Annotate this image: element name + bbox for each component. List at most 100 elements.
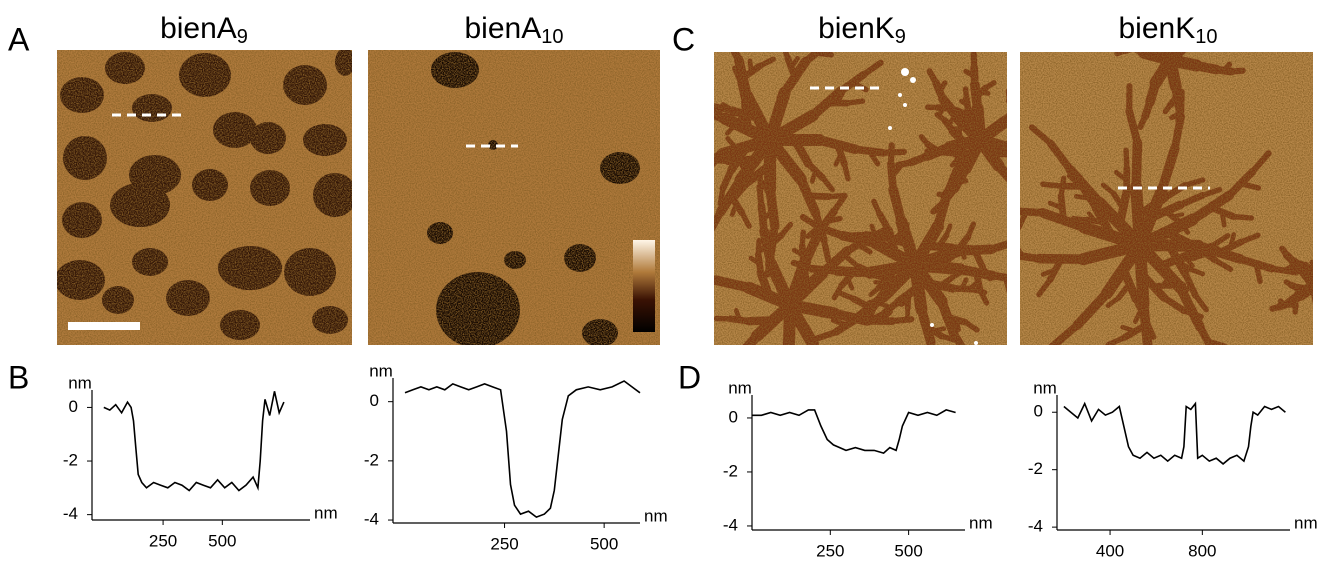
- domain: [1013, 170, 1019, 174]
- domain: [813, 344, 831, 373]
- domain: [698, 174, 708, 180]
- domain: [1008, 91, 1009, 101]
- y-axis-label: nm: [728, 378, 752, 397]
- y-tick-label: -4: [723, 515, 738, 534]
- domain: [1324, 319, 1327, 324]
- image-title: bienA10: [465, 12, 564, 48]
- domain: [812, 358, 821, 374]
- domain: [1317, 312, 1321, 313]
- y-tick-label: 0: [729, 407, 738, 426]
- x-tick-label: 500: [208, 531, 236, 550]
- domain: [1199, 9, 1205, 23]
- domain: [720, 15, 727, 35]
- y-axis-label: nm: [1033, 378, 1057, 397]
- domain: [1006, 174, 1019, 175]
- domain: [802, 374, 812, 384]
- profile-line: [405, 381, 640, 517]
- domain: [711, 381, 719, 398]
- y-tick-label: 0: [370, 391, 379, 410]
- profile-line: [1064, 404, 1286, 464]
- domain: [807, 365, 817, 366]
- domain: [668, 90, 691, 106]
- domain: [831, 372, 840, 396]
- domain: [936, 367, 939, 386]
- domain: [698, 94, 708, 112]
- domain: [699, 236, 707, 255]
- panel-label: D: [678, 359, 701, 395]
- x-axis-label: nm: [1294, 513, 1318, 532]
- domain: [1110, 22, 1116, 31]
- domain: [1316, 270, 1319, 271]
- domain: [1315, 285, 1319, 303]
- domain: [671, 177, 677, 191]
- domain: [1319, 316, 1320, 321]
- y-tick-label: -2: [1028, 459, 1043, 478]
- domain: [673, 268, 691, 273]
- domain: [699, 100, 713, 107]
- domain: [780, 396, 789, 407]
- domain: [828, 384, 835, 396]
- y-axis-label: nm: [369, 361, 393, 380]
- y-axis-label: nm: [68, 373, 92, 392]
- domain: [666, 98, 679, 106]
- x-tick-label: 500: [590, 534, 618, 553]
- domain: [926, 354, 933, 366]
- domain: [783, 350, 788, 383]
- domain: [707, 164, 710, 184]
- profile-line: [104, 391, 284, 490]
- domain: [1125, 47, 1136, 51]
- domain: [1317, 264, 1318, 268]
- y-tick-label: -4: [1028, 517, 1043, 536]
- y-tick-label: -4: [364, 510, 379, 529]
- afm-image: [645, 15, 1062, 426]
- x-tick-label: 250: [149, 531, 177, 550]
- image-title: bienA9: [160, 12, 248, 48]
- domain: [840, 396, 844, 414]
- afm-image: [55, 48, 357, 345]
- domain: [1315, 268, 1316, 273]
- x-tick-label: 400: [1096, 541, 1124, 560]
- domain: [1158, 378, 1161, 402]
- x-tick-label: 500: [894, 541, 922, 560]
- y-tick-label: 0: [69, 397, 78, 416]
- domain: [1317, 294, 1325, 299]
- profile-chart: 0 -2 -4 250 500 nm nm: [723, 378, 993, 560]
- profile-chart: 0 -2 -4 400 800 nm nm: [1028, 378, 1318, 560]
- x-axis-label: nm: [644, 506, 668, 525]
- y-tick-label: -2: [723, 461, 738, 480]
- x-axis-label: nm: [314, 503, 338, 522]
- domain: [1125, 45, 1130, 49]
- domain: [1322, 257, 1327, 269]
- domain: [1005, 104, 1021, 121]
- domain: [692, 159, 707, 160]
- afm-image: [982, 0, 1327, 403]
- domain: [1320, 309, 1322, 316]
- domain: [967, 354, 980, 368]
- domain: [1216, 356, 1227, 378]
- y-tick-label: 0: [1034, 402, 1043, 421]
- domain: [777, 383, 783, 408]
- image-title: bienK9: [818, 12, 906, 48]
- x-tick-label: 250: [816, 541, 844, 560]
- x-tick-label: 800: [1188, 541, 1216, 560]
- domain: [1313, 262, 1316, 269]
- x-axis-label: nm: [969, 513, 993, 532]
- x-tick-label: 250: [490, 534, 518, 553]
- domain: [694, 79, 698, 94]
- domain: [1319, 303, 1325, 315]
- domain: [1012, 100, 1015, 107]
- domain: [664, 173, 691, 180]
- domain: [1315, 285, 1327, 289]
- y-tick-label: -2: [364, 450, 379, 469]
- panel-label: C: [672, 21, 695, 57]
- afm-image: [368, 50, 660, 348]
- panel-label: A: [8, 21, 30, 57]
- domain: [1205, 0, 1211, 9]
- domain: [1007, 150, 1020, 153]
- domain: [1148, 347, 1158, 378]
- panel-label: B: [8, 359, 29, 395]
- domain: [1009, 101, 1013, 113]
- profile-line: [752, 410, 956, 453]
- domain: [708, 184, 710, 199]
